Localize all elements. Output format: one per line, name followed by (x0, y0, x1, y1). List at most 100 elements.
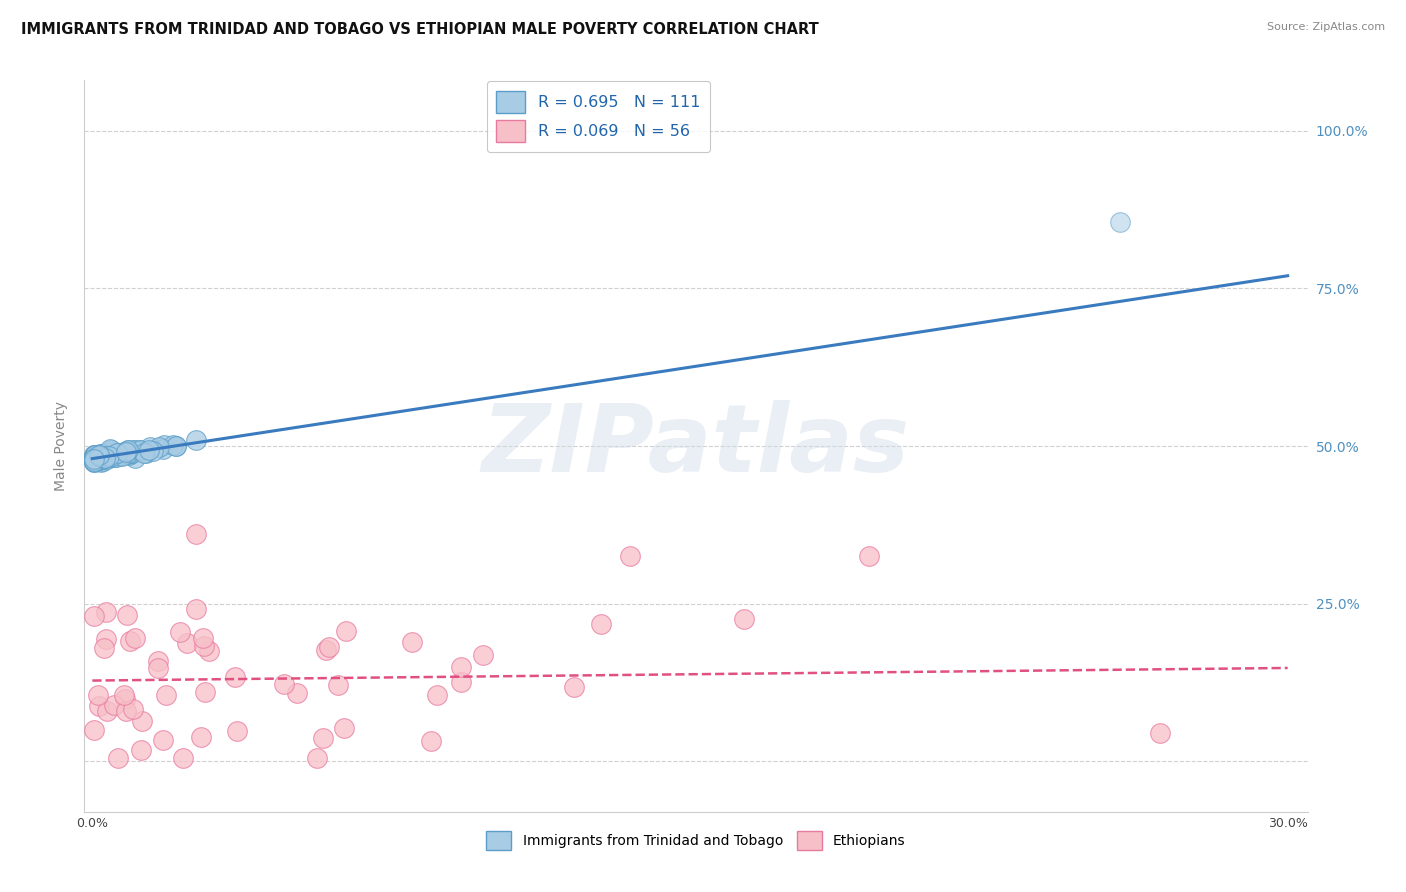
Point (107, 751, 129, 765)
Point (131, 714, 153, 729)
Point (94, 450, 117, 465)
Point (103, 447, 125, 461)
Point (84, 451, 107, 466)
Point (83, 455, 105, 469)
Point (129, 743, 152, 757)
Point (115, 444, 138, 458)
Point (124, 442, 146, 457)
Point (1109, 215, 1132, 229)
Point (450, 660, 472, 674)
Point (111, 447, 134, 461)
Point (83, 454, 105, 468)
Point (84, 448, 107, 462)
Point (124, 631, 146, 645)
Point (1149, 726, 1171, 740)
Point (90, 449, 112, 463)
Point (165, 440, 187, 454)
Point (86, 451, 108, 466)
Point (89, 449, 111, 463)
Point (104, 450, 127, 465)
Point (83, 723, 105, 737)
Point (90, 449, 112, 463)
Point (83, 452, 105, 467)
Point (148, 440, 170, 454)
Point (87, 450, 110, 464)
Point (91, 454, 114, 468)
Point (118, 634, 141, 648)
Point (98, 442, 121, 457)
Point (83, 450, 105, 464)
Point (401, 634, 423, 648)
Point (89, 447, 111, 461)
Point (117, 443, 139, 458)
Point (83, 452, 105, 467)
Text: ZIPatlas: ZIPatlas (482, 400, 910, 492)
Point (90, 451, 112, 466)
Point (114, 704, 136, 718)
Point (96, 451, 118, 466)
Point (98, 450, 121, 464)
Point (138, 443, 160, 458)
Point (311, 731, 333, 746)
Point (197, 644, 219, 658)
Point (87, 448, 110, 462)
Point (315, 642, 337, 657)
Point (100, 444, 122, 458)
Point (193, 632, 215, 646)
Point (184, 527, 207, 541)
Point (190, 730, 212, 744)
Point (98, 450, 121, 464)
Point (117, 443, 139, 458)
Point (194, 685, 217, 699)
Point (335, 624, 357, 638)
Point (112, 445, 135, 459)
Point (86, 449, 108, 463)
Point (117, 447, 139, 461)
Point (83, 453, 105, 467)
Point (105, 445, 128, 459)
Point (193, 640, 215, 654)
Point (104, 450, 127, 465)
Point (121, 442, 143, 457)
Point (589, 617, 612, 632)
Point (84, 454, 107, 468)
Point (122, 702, 145, 716)
Point (86, 450, 108, 465)
Point (733, 612, 755, 626)
Point (87, 698, 110, 713)
Point (98, 450, 121, 464)
Point (135, 446, 157, 460)
Point (91, 449, 114, 463)
Point (103, 698, 125, 712)
Point (318, 640, 340, 654)
Point (97, 446, 120, 460)
Text: Source: ZipAtlas.com: Source: ZipAtlas.com (1267, 22, 1385, 32)
Point (83, 609, 105, 624)
Point (184, 433, 207, 447)
Point (129, 442, 152, 457)
Point (148, 654, 170, 668)
Point (117, 608, 139, 623)
Point (89, 452, 111, 467)
Point (94, 450, 117, 464)
Point (148, 661, 170, 675)
Point (83, 448, 105, 462)
Point (90, 455, 112, 469)
Point (97, 449, 120, 463)
Point (93, 450, 115, 465)
Point (84, 448, 107, 462)
Point (86, 451, 108, 466)
Point (83, 450, 105, 464)
Point (87, 688, 110, 702)
Point (86, 453, 108, 467)
Point (562, 680, 585, 694)
Point (184, 602, 207, 616)
Point (120, 446, 142, 460)
Point (225, 724, 247, 739)
Point (101, 449, 124, 463)
Point (94, 632, 117, 646)
Point (90, 452, 112, 467)
Point (90, 449, 112, 463)
Point (138, 440, 160, 454)
Point (332, 722, 354, 736)
